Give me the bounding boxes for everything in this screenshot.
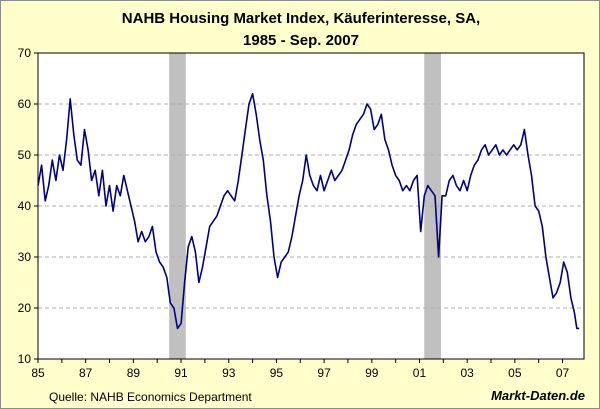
x-tick-label-05: 05 xyxy=(508,366,522,380)
chart-subtitle: 1985 - Sep. 2007 xyxy=(243,32,359,49)
recession-band-1 xyxy=(169,53,186,359)
x-axis-ticks: 85 87 89 91 93 95 97 99 01 03 05 07 xyxy=(31,359,570,380)
x-tick-label-87: 87 xyxy=(79,366,93,380)
y-tick-label-10: 10 xyxy=(18,352,32,366)
y-tick-label-60: 60 xyxy=(18,97,32,111)
y-tick-label-50: 50 xyxy=(18,148,32,162)
y-tick-label-40: 40 xyxy=(18,199,32,213)
x-tick-label-97: 97 xyxy=(317,366,331,380)
x-tick-label-93: 93 xyxy=(222,366,236,380)
x-tick-label-03: 03 xyxy=(460,366,474,380)
y-tick-label-30: 30 xyxy=(18,250,32,264)
source-note: Quelle: NAHB Economics Department xyxy=(49,390,252,404)
y-axis-ticks: 10 20 30 40 50 60 70 xyxy=(18,46,38,366)
x-tick-label-99: 99 xyxy=(365,366,379,380)
x-tick-label-89: 89 xyxy=(127,366,141,380)
x-tick-label-91: 91 xyxy=(174,366,188,380)
x-tick-label-01: 01 xyxy=(413,366,427,380)
gridlines xyxy=(38,103,584,309)
x-tick-label-07: 07 xyxy=(556,366,570,380)
x-tick-label-95: 95 xyxy=(270,366,284,380)
y-tick-label-70: 70 xyxy=(18,46,32,60)
x-tick-label-85: 85 xyxy=(31,366,45,380)
brand-logo-text: Markt-Daten.de xyxy=(491,388,585,403)
y-tick-label-20: 20 xyxy=(18,301,32,315)
series-line-nahb xyxy=(37,93,580,330)
chart-title: NAHB Housing Market Index, Käuferinteres… xyxy=(121,10,481,27)
